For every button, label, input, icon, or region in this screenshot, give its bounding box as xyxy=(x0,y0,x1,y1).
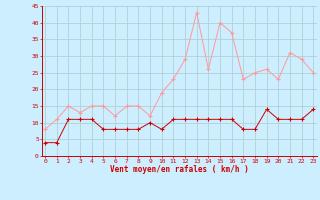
X-axis label: Vent moyen/en rafales ( km/h ): Vent moyen/en rafales ( km/h ) xyxy=(110,165,249,174)
